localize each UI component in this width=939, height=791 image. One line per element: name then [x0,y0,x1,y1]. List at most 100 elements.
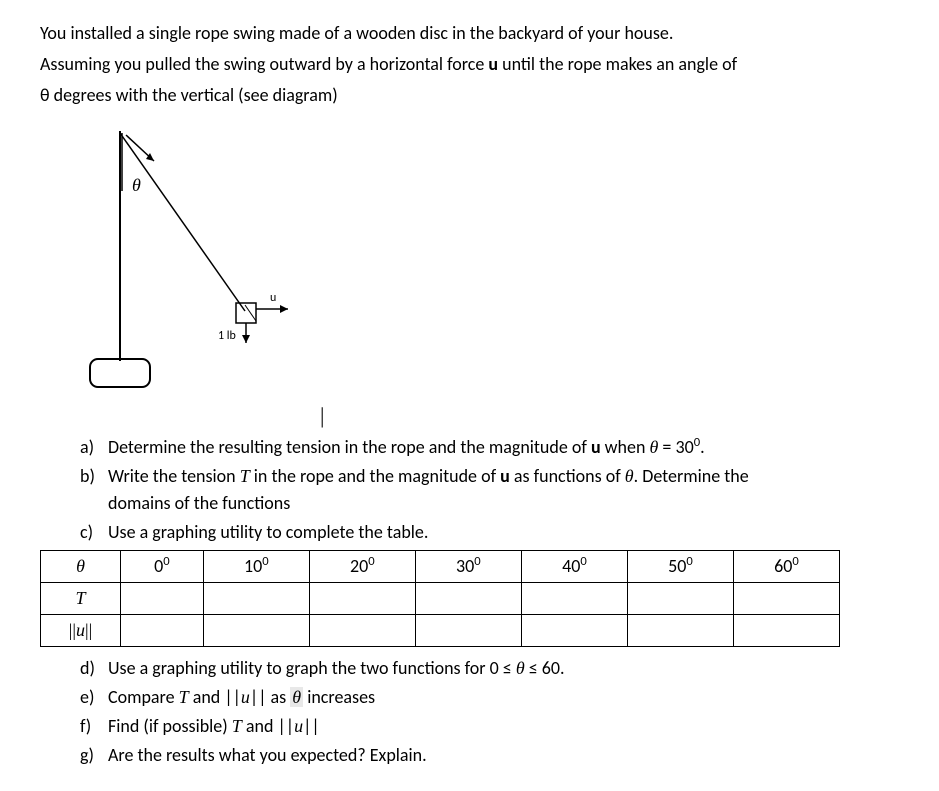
a-prefix: Determine the resulting tension in the r… [108,436,591,458]
intro-block: You installed a single rope swing made o… [40,20,899,109]
b-prefix: Write the tension [108,465,240,487]
d-theta: θ [516,658,525,678]
e-u: ||u|| [224,686,266,708]
text-b: Write the tension T in the rope and the … [108,463,899,517]
label-b: b) [80,463,108,517]
u-col-1 [203,615,309,647]
e-and: and [189,686,225,708]
theta-col-0: 00 [121,551,204,583]
rowhdr-theta: θ [41,551,121,583]
question-c: c) Use a graphing utility to complete th… [80,519,899,546]
theta-col-2: 200 [309,551,415,583]
d3: 0 [474,554,480,569]
intro-line-2: Assuming you pulled the swing outward by… [40,51,899,78]
text-e: Compare T and ||u|| as θ increases [108,684,899,711]
question-b: b) Write the tension T in the rope and t… [80,463,899,517]
f-T: T [232,716,242,736]
d0: 0 [163,554,169,569]
b-mid1: in the rope and the magnitude of [250,465,500,487]
a-suffix: . [700,436,705,458]
question-e: e) Compare T and ||u|| as θ increases [80,684,899,711]
b-u: u [500,465,510,487]
u-col-3 [415,615,521,647]
T-col-6 [733,583,839,615]
weight-arrowhead [242,335,250,343]
a-eq: = [658,436,675,458]
intro-force-u: u [488,53,498,75]
f-prefix: Find (if possible) [108,715,232,737]
v3: 30 [456,555,474,577]
u-sym: u [76,620,85,640]
d1: 0 [262,554,268,569]
d5: 0 [686,554,692,569]
rowhdr-u: ||||u||u|| [41,615,121,647]
table-row-T: T [41,583,840,615]
b-theta: θ [625,466,634,486]
question-a: a) Determine the resulting tension in th… [80,434,899,461]
e-T: T [179,687,189,707]
text-f: Find (if possible) T and ||u|| [108,713,899,740]
text-cursor: | [320,399,899,432]
u-arrowhead [280,305,288,313]
u-col-0 [121,615,204,647]
question-d: d) Use a graphing utility to graph the t… [80,655,899,682]
data-table: θ 00 100 200 300 400 500 600 T ||||u||u|… [40,550,840,647]
questions-block: a) Determine the resulting tension in th… [80,434,899,546]
d6: 0 [792,554,798,569]
intro-line-1: You installed a single rope swing made o… [40,20,899,47]
u-label: u [270,291,276,305]
e-theta: θ [290,687,303,707]
b-line2: domains of the functions [108,492,290,514]
v4: 40 [562,555,580,577]
label-d: d) [80,655,108,682]
u-col-4 [521,615,627,647]
v5: 50 [668,555,686,577]
table-row-theta: θ 00 100 200 300 400 500 600 [41,551,840,583]
u-col-6 [733,615,839,647]
rowhdr-T: T [41,583,121,615]
question-g: g) Are the results what you expected? Ex… [80,742,899,769]
theta-col-4: 400 [521,551,627,583]
T-col-1 [203,583,309,615]
e-prefix: Compare [108,686,179,708]
page-root: You installed a single rope swing made o… [0,0,939,791]
theta-col-3: 300 [415,551,521,583]
d-lhs: 0 ≤ [490,657,516,679]
diagram-container: θ u 1 lb [70,121,899,399]
v6: 60 [774,555,792,577]
intro-line-3: θ degrees with the vertical (see diagram… [40,82,899,109]
disc-inner [245,305,256,321]
theta-label: θ [132,175,141,195]
intro-line2-suffix: until the rope makes an angle of [498,53,737,75]
f-and: and [242,715,278,737]
v2: 20 [350,555,368,577]
d2: 0 [368,554,374,569]
v0: 0 [154,555,163,577]
v1: 10 [244,555,262,577]
table-row-u: ||||u||u|| [41,615,840,647]
f-u: ||u|| [277,715,319,737]
questions-block-2: d) Use a graphing utility to graph the t… [80,655,899,769]
d-prefix: Use a graphing utility to graph the two … [108,657,490,679]
a-u: u [591,436,601,458]
intro-line2-prefix: Assuming you pulled the swing outward by… [40,53,488,75]
label-f: f) [80,713,108,740]
b-mid2: as functions of [510,465,625,487]
a-val: 30 [675,436,693,458]
weight-label: 1 lb [218,329,236,343]
u-col-5 [627,615,733,647]
label-a: a) [80,434,108,461]
b-T: T [240,466,250,486]
theta-col-5: 500 [627,551,733,583]
label-e: e) [80,684,108,711]
u-col-2 [309,615,415,647]
theta-col-6: 600 [733,551,839,583]
text-a: Determine the resulting tension in the r… [108,434,899,461]
label-g: g) [80,742,108,769]
T-col-2 [309,583,415,615]
T-col-5 [627,583,733,615]
e-suffix: increases [303,686,375,708]
b-suffix: . Determine the [634,465,749,487]
a-mid: when [601,436,650,458]
d-rhs: ≤ 60 [525,657,560,679]
